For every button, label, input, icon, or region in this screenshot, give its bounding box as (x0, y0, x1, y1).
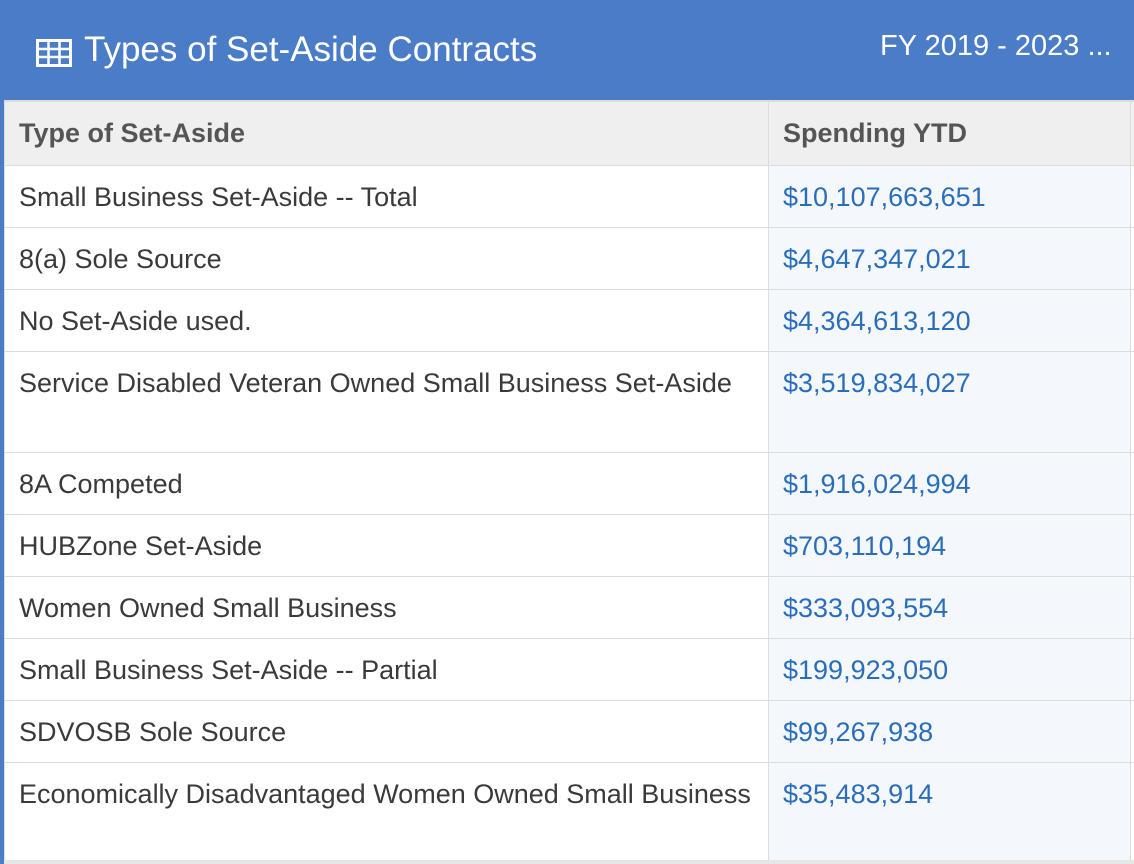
table-cell-extra (1130, 575, 1134, 639)
set-aside-type: Small Business Set-Aside -- Total (4, 164, 769, 228)
table-row: 8A Competed $1,916,024,994 (4, 451, 1134, 515)
column-header-type[interactable]: Type of Set-Aside (4, 100, 769, 166)
table-cell-extra (1130, 164, 1134, 228)
spending-link[interactable]: $333,093,554 (768, 575, 1131, 639)
table-row: SDVOSB Sole Source $99,267,938 (4, 699, 1134, 763)
set-aside-type: SDVOSB Sole Source (4, 699, 769, 763)
spending-link[interactable]: $99,267,938 (768, 699, 1131, 763)
table-cell-extra (1130, 288, 1134, 352)
table-row: HUBZone Set-Aside $703,110,194 (4, 513, 1134, 577)
table-cell-extra (1130, 699, 1134, 763)
table-cell-extra (1130, 451, 1134, 515)
spending-link[interactable]: $1,916,024,994 (768, 451, 1131, 515)
table-cell-extra (1130, 513, 1134, 577)
table-bottom-border (4, 860, 1134, 864)
spending-link[interactable]: $10,107,663,651 (768, 164, 1131, 228)
panel-title-text: Types of Set-Aside Contracts (84, 30, 538, 69)
table-row: No Set-Aside used. $4,364,613,120 (4, 288, 1134, 352)
panel-title: Types of Set-Aside Contracts (36, 26, 537, 74)
set-aside-table: Type of Set-Aside Spending YTD Small Bus… (4, 100, 1134, 864)
set-aside-type: 8A Competed (4, 451, 769, 515)
table-header-row: Type of Set-Aside Spending YTD (4, 100, 1134, 166)
table-cell-extra (1130, 226, 1134, 290)
spending-link[interactable]: $199,923,050 (768, 637, 1131, 701)
spending-link[interactable]: $703,110,194 (768, 513, 1131, 577)
set-aside-type: 8(a) Sole Source (4, 226, 769, 290)
column-header-spending[interactable]: Spending YTD (768, 100, 1131, 166)
table-cell-extra (1130, 350, 1134, 453)
table-row: Women Owned Small Business $333,093,554 (4, 575, 1134, 639)
set-aside-type: HUBZone Set-Aside (4, 513, 769, 577)
fiscal-year-range[interactable]: FY 2019 - 2023 ... (880, 30, 1112, 62)
table-cell-extra (1130, 761, 1134, 864)
table-row: Small Business Set-Aside -- Partial $199… (4, 637, 1134, 701)
table-cell-extra (1130, 637, 1134, 701)
spending-link[interactable]: $3,519,834,027 (768, 350, 1131, 453)
table-row: Service Disabled Veteran Owned Small Bus… (4, 350, 1134, 453)
set-aside-type: Small Business Set-Aside -- Partial (4, 637, 769, 701)
spending-link[interactable]: $35,483,914 (768, 761, 1131, 864)
set-aside-type: Women Owned Small Business (4, 575, 769, 639)
table-row: Small Business Set-Aside -- Total $10,10… (4, 164, 1134, 228)
column-header-extra (1130, 100, 1134, 166)
table-row: 8(a) Sole Source $4,647,347,021 (4, 226, 1134, 290)
panel-header: Types of Set-Aside Contracts FY 2019 - 2… (4, 0, 1134, 100)
set-aside-type: No Set-Aside used. (4, 288, 769, 352)
table-icon (36, 36, 72, 67)
spending-link[interactable]: $4,364,613,120 (768, 288, 1131, 352)
set-aside-type: Economically Disadvantaged Women Owned S… (4, 761, 769, 864)
set-aside-type: Service Disabled Veteran Owned Small Bus… (4, 350, 769, 453)
spending-link[interactable]: $4,647,347,021 (768, 226, 1131, 290)
table-row: Economically Disadvantaged Women Owned S… (4, 761, 1134, 864)
